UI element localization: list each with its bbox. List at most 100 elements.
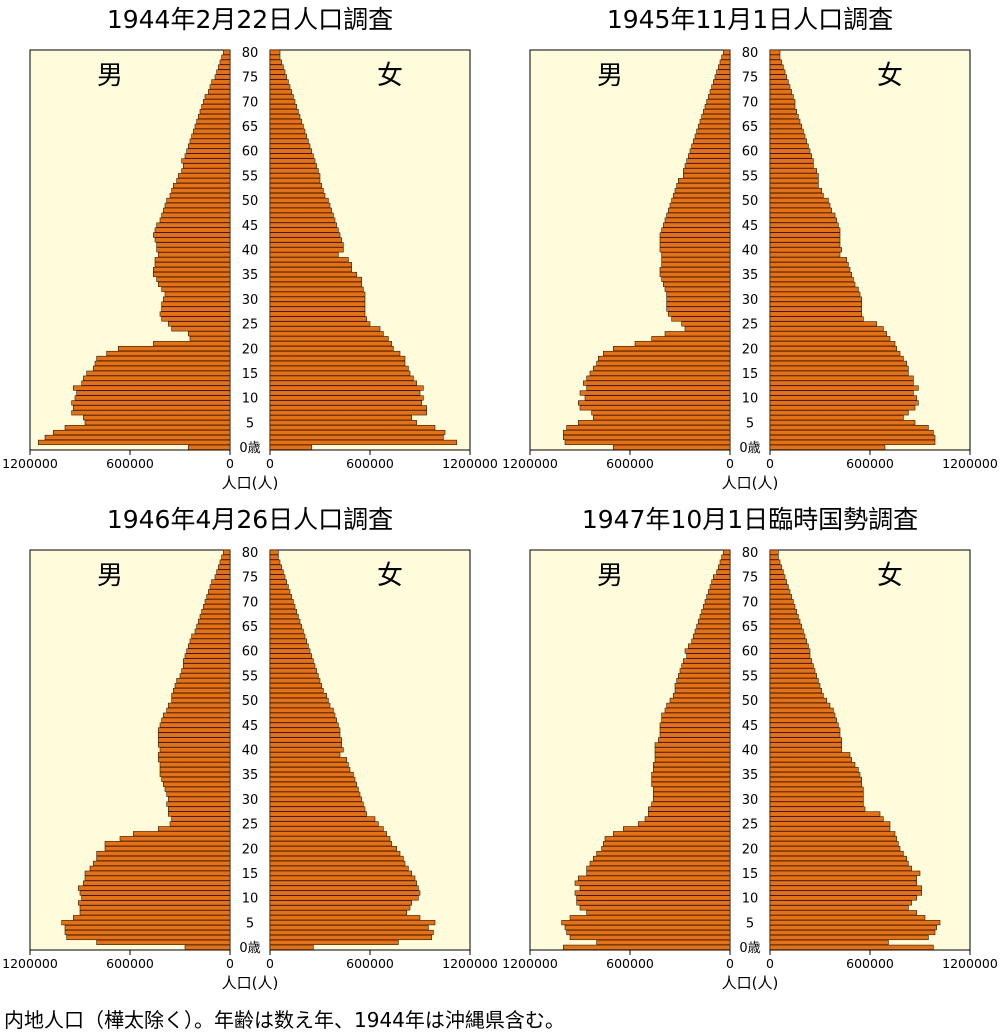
bar-female-age-63 <box>269 133 307 139</box>
bar-female-age-76 <box>769 69 786 75</box>
bar-male-age-53 <box>174 683 231 689</box>
bar-female-age-65 <box>269 123 304 129</box>
bar-female-age-20 <box>269 345 394 352</box>
x-tick-label-female: 1200000 <box>442 456 498 471</box>
bar-female-age-10 <box>269 395 424 401</box>
bar-female-age-1 <box>769 939 889 945</box>
bar-male-age-9 <box>578 400 731 406</box>
bar-male-age-53 <box>173 183 231 189</box>
bar-male-age-47 <box>661 712 731 718</box>
bar-female-age-58 <box>769 158 814 164</box>
bar-female-age-22 <box>769 836 897 842</box>
bar-female-age-8 <box>769 405 916 411</box>
bar-male-age-20 <box>601 845 731 852</box>
bar-male-age-42 <box>659 237 731 243</box>
age-tick-label: 0歳 <box>239 941 260 956</box>
bar-male-age-74 <box>713 79 731 85</box>
bar-male-age-73 <box>209 84 231 90</box>
bar-male-age-32 <box>653 786 731 792</box>
bar-female-age-22 <box>269 336 389 342</box>
bar-female-age-74 <box>769 79 789 85</box>
bar-female-age-63 <box>769 133 806 139</box>
pyramid-panel-1944: 1944年2月22日人口調査男 女 0歳 5 10 15 20 25 30 35 40 45 50 55 6… <box>0 0 500 500</box>
bar-female-age-45 <box>769 722 839 728</box>
bar-male-age-48 <box>664 707 731 713</box>
bar-female-age-9 <box>269 400 422 406</box>
bar-male-age-18 <box>593 855 731 862</box>
bar-male-age-2 <box>66 934 231 941</box>
bar-male-age-37 <box>154 262 231 268</box>
bar-male-age-52 <box>674 687 731 694</box>
bar-female-age-6 <box>269 415 412 421</box>
bar-male-age-25 <box>638 821 731 827</box>
bar-female-age-60 <box>269 148 312 154</box>
bar-male-age-6 <box>73 915 231 921</box>
bar-male-age-61 <box>688 643 731 649</box>
bar-male-age-4 <box>64 925 231 931</box>
bar-male-age-57 <box>684 163 731 169</box>
x-tick-label-male: 0 <box>726 456 734 471</box>
bar-male-age-51 <box>673 692 731 699</box>
bar-male-age-71 <box>206 594 231 600</box>
bar-male-age-80 <box>723 49 731 55</box>
bar-male-age-71 <box>706 594 731 600</box>
bar-male-age-58 <box>183 658 231 664</box>
bar-male-age-18 <box>96 855 231 862</box>
bar-female-age-79 <box>769 54 781 60</box>
bar-female-age-43 <box>269 732 341 738</box>
bar-female-age-57 <box>269 163 317 169</box>
x-axis-title: 人口(人) <box>222 974 279 992</box>
bar-female-age-68 <box>269 108 299 115</box>
bar-female-age-62 <box>269 638 307 644</box>
bar-female-age-17 <box>769 860 909 866</box>
bar-male-age-12 <box>579 885 731 891</box>
bar-male-age-33 <box>163 781 231 787</box>
bar-female-age-42 <box>269 737 342 743</box>
bar-female-age-28 <box>769 306 862 312</box>
bar-female-age-5 <box>269 420 417 426</box>
bar-male-age-50 <box>669 697 731 703</box>
bar-female-age-1 <box>269 439 457 445</box>
bar-female-age-21 <box>769 341 896 347</box>
bar-female-age-74 <box>269 579 287 585</box>
bar-male-age-35 <box>159 771 231 778</box>
age-tick-label: 35 <box>242 768 259 783</box>
bar-female-age-60 <box>269 648 311 654</box>
bar-male-age-26 <box>161 316 231 322</box>
bar-female-age-78 <box>769 559 781 565</box>
bar-female-age-71 <box>769 94 794 100</box>
bar-female-age-39 <box>769 752 851 758</box>
age-tick-label: 55 <box>242 669 259 684</box>
x-tick-label-female: 0 <box>766 456 774 471</box>
bar-male-age-78 <box>219 559 231 565</box>
bar-female-age-79 <box>269 554 279 560</box>
bar-male-age-14 <box>578 875 731 881</box>
bar-female-age-0 <box>769 444 886 450</box>
bar-female-age-66 <box>769 118 801 124</box>
age-tick-label: 25 <box>742 318 759 333</box>
bar-male-age-15 <box>84 870 231 876</box>
bar-female-age-78 <box>769 59 782 65</box>
bar-male-age-72 <box>208 89 231 95</box>
age-tick-label: 65 <box>742 620 759 635</box>
bar-female-age-72 <box>269 589 291 595</box>
bar-male-age-35 <box>651 771 731 778</box>
bar-male-age-16 <box>593 365 731 371</box>
bar-male-age-9 <box>576 900 731 906</box>
bar-female-age-45 <box>269 722 339 728</box>
bar-female-age-4 <box>269 925 429 931</box>
bar-female-age-24 <box>769 826 891 832</box>
bar-male-age-30 <box>653 796 731 802</box>
bar-male-age-32 <box>664 286 731 292</box>
bar-male-age-54 <box>176 178 231 184</box>
bar-female-age-0 <box>269 444 312 450</box>
male-label: 男 <box>97 61 123 91</box>
bar-female-age-33 <box>769 281 856 287</box>
bar-male-age-27 <box>159 311 231 317</box>
x-tick-label-female: 600000 <box>346 456 394 471</box>
figure-caption: 内地人口（樺太除く）。年齢は数え年、1944年は沖縄県含む。 <box>4 1008 565 1032</box>
bar-female-age-30 <box>769 796 864 802</box>
age-tick-label: 75 <box>742 71 759 86</box>
bar-male-age-45 <box>159 722 231 728</box>
